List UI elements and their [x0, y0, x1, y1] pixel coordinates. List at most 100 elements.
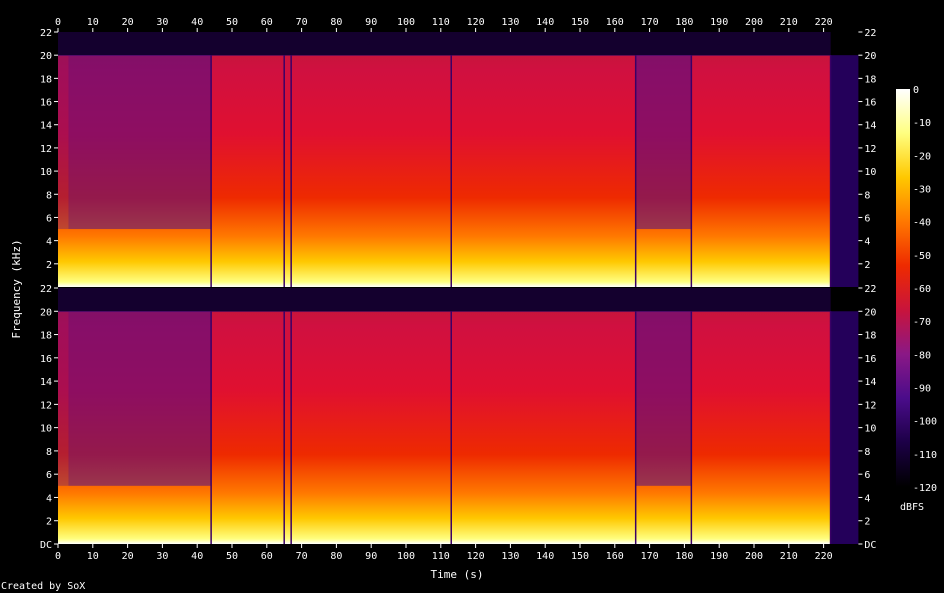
x-axis-label: Time (s) — [431, 568, 484, 581]
x-tick-label: 220 — [815, 551, 833, 562]
colorbar-tick-label: -40 — [913, 218, 931, 229]
colorbar-tick-label: -20 — [913, 151, 931, 162]
y-tick-label: 20 — [40, 51, 52, 62]
y-tick-label-right: 6 — [864, 470, 870, 481]
x-tick-label: 80 — [330, 17, 342, 28]
noise-floor — [830, 55, 859, 287]
x-tick-label: 210 — [780, 17, 798, 28]
y-tick-label: 18 — [40, 74, 52, 85]
segment-medium — [68, 311, 212, 486]
colorbar-tick-label: -120 — [913, 483, 937, 494]
colorbar-tick-label: -110 — [913, 450, 937, 461]
colorbar-unit-label: dBFS — [900, 502, 924, 513]
x-tick-label: 210 — [780, 551, 798, 562]
x-tick-label: 20 — [122, 551, 134, 562]
y-tick-label-right: 16 — [864, 98, 876, 109]
x-tick-label: 140 — [536, 551, 554, 562]
y-tick-label-right: 22 — [864, 284, 876, 295]
channel-panel-2 — [58, 288, 859, 544]
x-tick-label: 70 — [296, 17, 308, 28]
y-tick-label-right: 8 — [864, 447, 870, 458]
y-tick-label: 12 — [40, 400, 52, 411]
y-tick-label-right: 2 — [864, 260, 870, 271]
x-tick-label: 180 — [675, 17, 693, 28]
y-tick-label: 2 — [46, 260, 52, 271]
x-axis-bottom: 0 10 20 30 40 50 60 70 80 90 100 110 120 130 140 150 160… — [55, 544, 833, 562]
colorbar-tick-label: -50 — [913, 251, 931, 262]
x-tick-label: 100 — [397, 17, 415, 28]
x-tick-label: 20 — [122, 17, 134, 28]
y-tick-label-right: 14 — [864, 377, 876, 388]
y-tick-label: 4 — [46, 237, 52, 248]
y-tick-label-right: 12 — [864, 144, 876, 155]
y-tick-label-right: 10 — [864, 424, 876, 435]
channel-panels — [58, 32, 859, 544]
y-tick-label-right: DC — [864, 540, 876, 551]
x-tick-label: 90 — [365, 17, 377, 28]
segment-quiet — [58, 311, 69, 486]
x-tick-label: 60 — [261, 17, 273, 28]
x-tick-label: 110 — [432, 551, 450, 562]
y-tick-label: 6 — [46, 213, 52, 224]
colorbar: 0 -10 -20 -30 -40 -50 -60 -70 -80 -90 -100 -110 -120 — [896, 85, 937, 494]
x-tick-label: 80 — [330, 551, 342, 562]
x-tick-label: 0 — [55, 551, 61, 562]
y-tick-label: 6 — [46, 470, 52, 481]
x-tick-label: 50 — [226, 551, 238, 562]
x-tick-label: 200 — [745, 17, 763, 28]
colorbar-tick-label: -80 — [913, 350, 931, 361]
noise-floor — [830, 311, 859, 544]
cutoff-band — [58, 288, 831, 312]
y-tick-label-right: 18 — [864, 331, 876, 342]
y-tick-label: 8 — [46, 190, 52, 201]
x-tick-label: 170 — [641, 17, 659, 28]
x-tick-label: 40 — [191, 17, 203, 28]
y-tick-label: 10 — [40, 424, 52, 435]
y-tick-label: 18 — [40, 331, 52, 342]
y-tick-label: 14 — [40, 121, 52, 132]
segment-medium — [68, 55, 212, 230]
x-tick-label: 10 — [87, 551, 99, 562]
colorbar-tick-label: 0 — [913, 85, 919, 96]
segment-quiet — [58, 55, 69, 230]
y-tick-label: 16 — [40, 98, 52, 109]
y-tick-label-right: 22 — [864, 28, 876, 39]
x-tick-label: 140 — [536, 17, 554, 28]
x-tick-label: 220 — [815, 17, 833, 28]
y-tick-label-right: 4 — [864, 493, 870, 504]
y-tick-label: 2 — [46, 517, 52, 528]
y-tick-label: 10 — [40, 167, 52, 178]
x-tick-label: 60 — [261, 551, 273, 562]
x-tick-label: 130 — [501, 551, 519, 562]
colorbar-tick-label: -10 — [913, 118, 931, 129]
x-tick-label: 160 — [606, 17, 624, 28]
colorbar-scale — [896, 89, 910, 487]
x-tick-label: 170 — [641, 551, 659, 562]
x-tick-label: 0 — [55, 17, 61, 28]
y-tick-label-right: 20 — [864, 307, 876, 318]
cutoff-band — [58, 32, 831, 56]
y-tick-label-right: 6 — [864, 213, 870, 224]
x-tick-label: 130 — [501, 17, 519, 28]
channel-panel-1 — [58, 32, 859, 287]
x-tick-label: 190 — [710, 17, 728, 28]
x-tick-label: 120 — [467, 17, 485, 28]
colorbar-tick-label: -60 — [913, 284, 931, 295]
y-tick-label: 22 — [40, 28, 52, 39]
x-tick-label: 150 — [571, 551, 589, 562]
colorbar-tick-label: -90 — [913, 384, 931, 395]
y-tick-label-right: 18 — [864, 74, 876, 85]
segment-medium — [635, 55, 692, 230]
colorbar-tick-label: -70 — [913, 317, 931, 328]
y-tick-label: DC — [40, 540, 52, 551]
x-tick-label: 120 — [467, 551, 485, 562]
x-tick-label: 110 — [432, 17, 450, 28]
x-tick-label: 100 — [397, 551, 415, 562]
y-tick-label-right: 4 — [864, 237, 870, 248]
y-tick-label-right: 16 — [864, 354, 876, 365]
y-tick-label: 14 — [40, 377, 52, 388]
x-tick-label: 10 — [87, 17, 99, 28]
y-axis-label: Frequency (kHz) — [10, 239, 23, 338]
segment-medium — [635, 311, 692, 486]
